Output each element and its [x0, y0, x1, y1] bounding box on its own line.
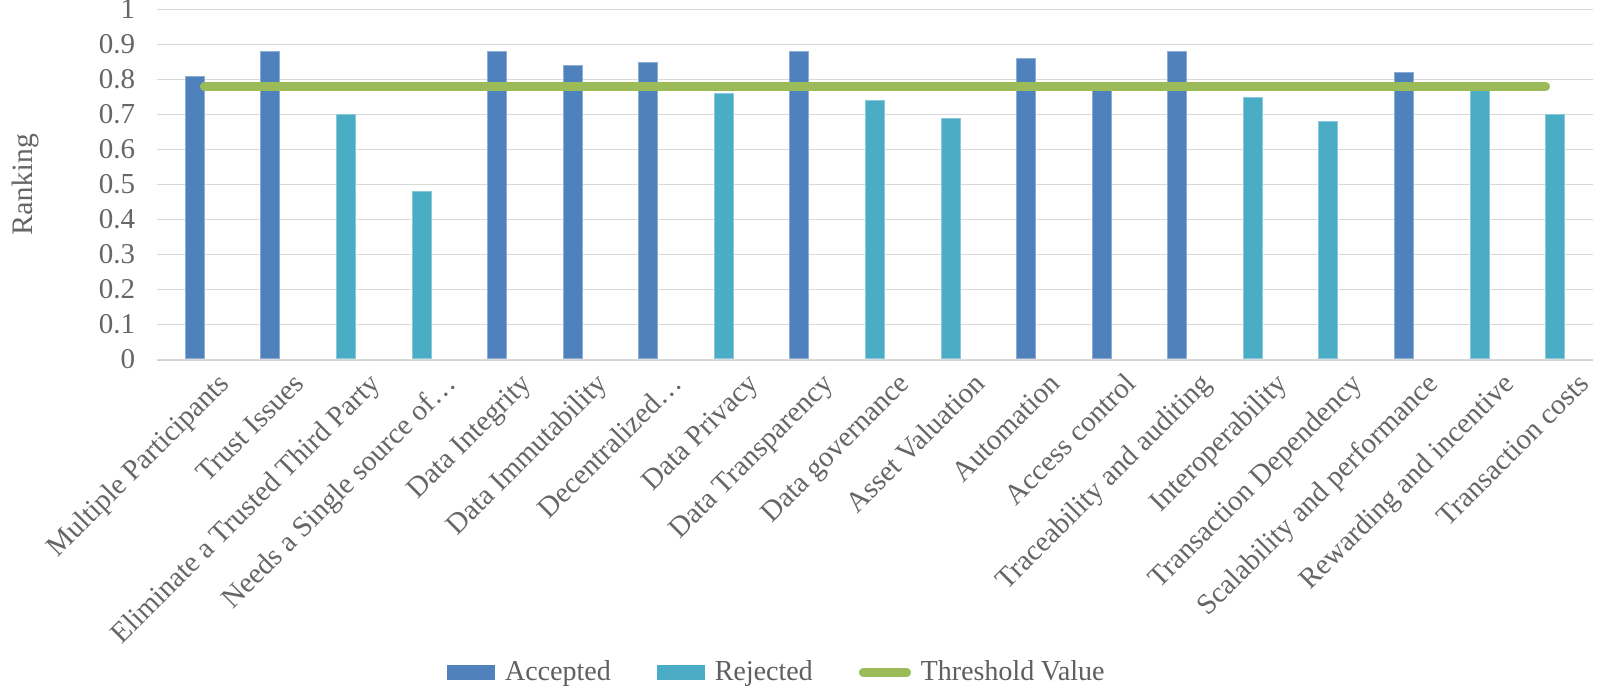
y-tick-label: 0.5 — [98, 168, 135, 200]
legend-label: Accepted — [505, 656, 611, 687]
legend-label: Rejected — [714, 656, 813, 687]
y-tick-label: 0 — [120, 343, 136, 375]
bar-accepted — [562, 65, 583, 359]
legend-swatch-accepted — [447, 664, 495, 680]
bar-rejected — [335, 114, 356, 359]
bar-accepted — [1394, 72, 1415, 359]
y-tick-label: 0.8 — [98, 63, 135, 95]
legend-item: Rejected — [656, 656, 813, 688]
bar-accepted — [1167, 51, 1188, 359]
bar-rejected — [1318, 121, 1339, 359]
bar-rejected — [1242, 96, 1263, 359]
y-tick-label: 0.7 — [98, 98, 135, 130]
bar-accepted — [638, 61, 659, 359]
legend-item: Threshold Value — [858, 656, 1105, 688]
y-tick-label: 0.2 — [98, 273, 135, 305]
legend-swatch-threshold-value — [858, 667, 911, 677]
gridline — [157, 358, 1593, 360]
bar-rejected — [411, 191, 432, 359]
y-tick-label: 0.9 — [98, 28, 135, 60]
bar-accepted — [487, 51, 508, 359]
legend-item: Accepted — [447, 656, 611, 688]
y-tick-label: 0.6 — [98, 133, 135, 165]
bar-accepted — [1091, 89, 1112, 359]
gridline — [157, 43, 1593, 45]
gridline — [157, 8, 1593, 10]
y-tick-label: 1 — [120, 0, 136, 25]
bar-rejected — [940, 117, 961, 359]
bar-rejected — [1469, 89, 1490, 359]
bar-rejected — [865, 100, 885, 359]
legend: Accepted Rejected Threshold Value — [447, 652, 1104, 692]
plot-area — [157, 8, 1593, 361]
legend-swatch-rejected — [656, 664, 705, 680]
gridline — [157, 78, 1593, 80]
y-tick-label: 0.1 — [98, 308, 135, 340]
threshold-line — [199, 81, 1551, 91]
bar-rejected — [1545, 114, 1566, 359]
y-tick-label: 0.4 — [98, 203, 135, 235]
legend-label: Threshold Value — [920, 656, 1105, 687]
bar-accepted — [184, 75, 205, 359]
bar-accepted — [1016, 58, 1037, 359]
bar-rejected — [713, 93, 734, 359]
bar-accepted — [260, 51, 281, 359]
y-tick-label: 0.3 — [98, 238, 135, 270]
bar-accepted — [789, 51, 810, 359]
